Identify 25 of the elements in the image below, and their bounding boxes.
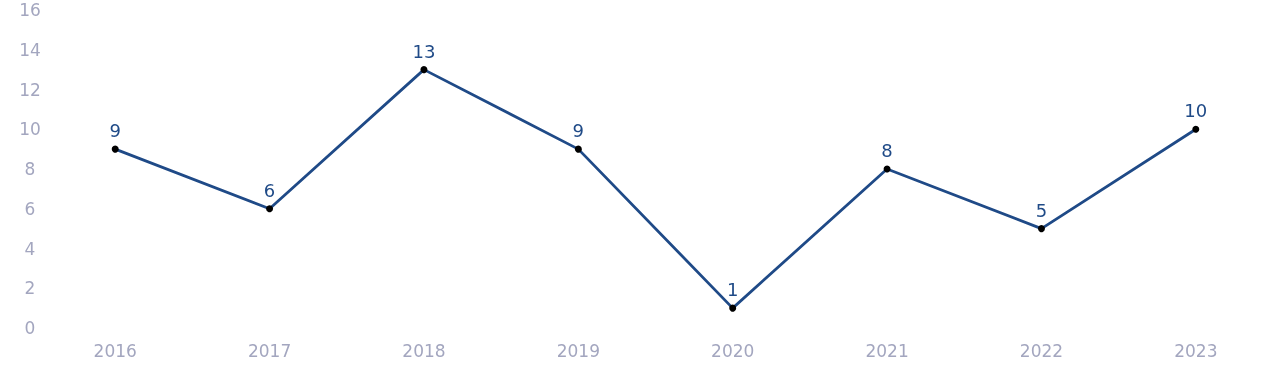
y-tick-label: 6 — [24, 198, 36, 219]
y-tick-label: 16 — [19, 0, 41, 20]
x-tick-label: 2023 — [1174, 340, 1218, 361]
data-label: 9 — [109, 120, 121, 142]
x-tick-label: 2018 — [402, 340, 446, 361]
x-tick-label: 2020 — [711, 340, 755, 361]
x-tick-label: 2016 — [93, 340, 137, 361]
x-tick-label: 2021 — [865, 340, 909, 361]
data-label: 8 — [881, 140, 893, 161]
x-tick-label: 2017 — [247, 340, 292, 361]
y-tick-label: 4 — [24, 238, 36, 259]
x-tick-label: 2019 — [556, 340, 600, 361]
y-tick-label: 2 — [24, 278, 36, 299]
data-label: 13 — [412, 40, 436, 62]
y-tick-label: 10 — [19, 119, 41, 140]
data-label: 6 — [263, 179, 276, 201]
y-tick-label: 12 — [19, 79, 41, 100]
x-tick-label: 2022 — [1019, 340, 1064, 361]
y-tick-label: 8 — [24, 159, 36, 179]
y-tick-label: 0 — [24, 318, 36, 338]
y-tick-label: 14 — [19, 39, 41, 60]
data-label: 9 — [572, 120, 585, 142]
data-label: 1 — [726, 279, 739, 301]
data-label: 10 — [1184, 100, 1208, 122]
data-label: 5 — [1035, 199, 1048, 221]
